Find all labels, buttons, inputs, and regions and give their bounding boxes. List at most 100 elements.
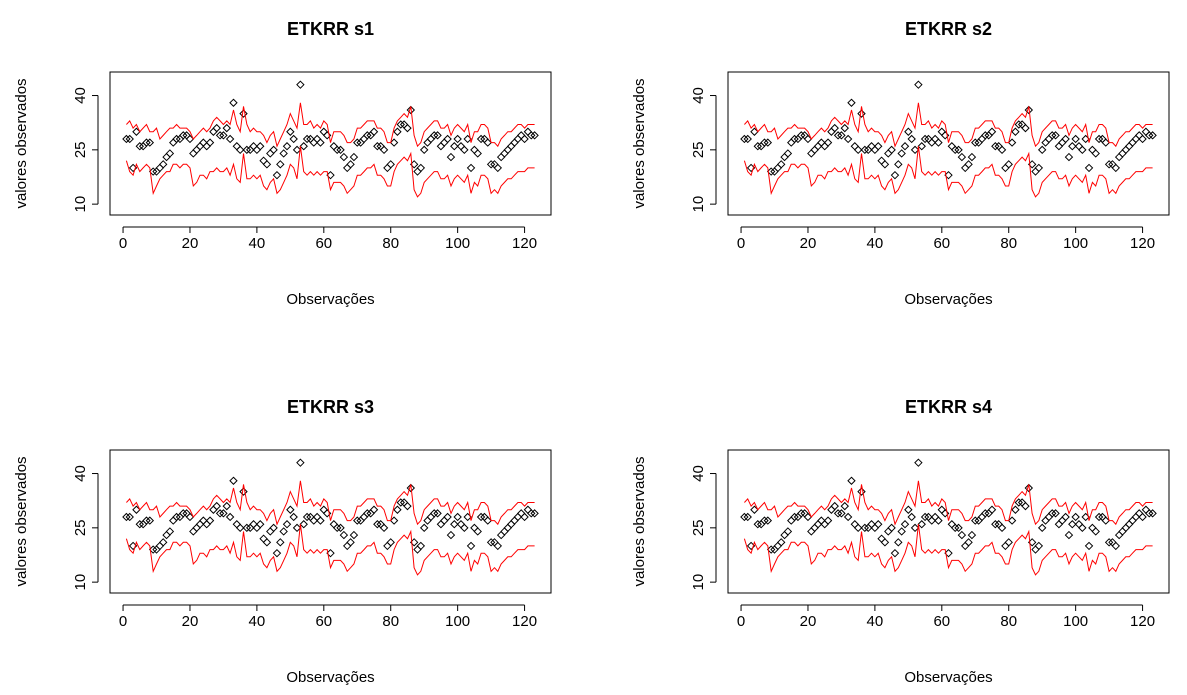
data-point (961, 541, 970, 551)
data-point (229, 476, 238, 485)
series-line (126, 102, 535, 148)
data-point (867, 142, 876, 151)
data-point (292, 145, 302, 155)
data-point (396, 120, 405, 129)
data-point (904, 127, 913, 136)
data-point (393, 127, 402, 136)
data-point (1145, 131, 1154, 140)
x-tick-label: 100 (445, 613, 470, 630)
y-tick-label: 10 (72, 574, 89, 591)
x-tick-label: 80 (1000, 613, 1017, 630)
data-point (743, 134, 752, 144)
data-point (753, 520, 762, 529)
data-point (242, 523, 252, 533)
data-point (279, 527, 288, 536)
data-point (1141, 505, 1151, 514)
data-point (1111, 163, 1121, 173)
data-point (195, 142, 205, 151)
x-axis-label: Observações (286, 291, 374, 308)
data-point (393, 505, 402, 514)
data-point (927, 138, 936, 147)
data-point (884, 527, 893, 536)
data-point (1124, 520, 1134, 529)
data-point (877, 156, 886, 165)
data-point (162, 152, 171, 162)
data-point (766, 167, 776, 176)
data-point (155, 163, 165, 173)
data-point (406, 105, 416, 115)
data-point (312, 134, 322, 144)
data-point (987, 127, 997, 136)
x-tick-label: 100 (1063, 613, 1088, 630)
data-point (299, 520, 308, 529)
data-point (957, 530, 967, 540)
data-point (1121, 145, 1131, 155)
data-point (252, 523, 262, 533)
data-point (205, 516, 215, 525)
data-point (991, 142, 1000, 151)
data-point (874, 520, 883, 529)
data-point (787, 516, 796, 525)
data-point (890, 548, 900, 558)
data-point (336, 145, 345, 155)
data-point (827, 127, 836, 136)
data-point (262, 538, 272, 547)
data-point (1064, 530, 1074, 540)
data-point (827, 505, 836, 514)
data-point (319, 505, 329, 514)
data-point (776, 538, 786, 547)
data-point (262, 160, 272, 169)
data-point (530, 131, 539, 140)
data-point (860, 145, 870, 155)
data-point (1007, 138, 1017, 147)
data-point (242, 145, 252, 155)
data-point (523, 127, 533, 136)
data-point (950, 523, 960, 533)
data-point (897, 527, 906, 536)
data-point (302, 134, 312, 144)
data-point (870, 523, 880, 533)
data-point (279, 149, 288, 158)
data-point (162, 530, 171, 540)
data-point (302, 512, 312, 522)
data-point (460, 145, 469, 155)
data-point (483, 138, 492, 147)
data-point (349, 152, 359, 162)
data-point (894, 538, 903, 547)
data-point (222, 501, 231, 511)
data-point (847, 98, 856, 107)
data-point (940, 131, 950, 140)
data-point (766, 545, 776, 554)
data-point (403, 501, 412, 511)
data-point (443, 134, 452, 144)
data-point (470, 145, 479, 155)
data-point (1001, 541, 1010, 551)
data-point (517, 509, 526, 518)
data-point (426, 512, 436, 522)
data-point (513, 512, 523, 522)
data-point (202, 142, 211, 151)
data-point (272, 548, 282, 558)
data-point (1007, 516, 1017, 525)
data-point (900, 520, 910, 529)
x-axis-label: Observações (904, 291, 992, 308)
data-point (329, 520, 339, 529)
data-point (423, 138, 432, 147)
data-point (349, 530, 359, 540)
y-axis-label: valores observados (631, 78, 648, 208)
data-point (1014, 120, 1023, 129)
x-tick-label: 0 (119, 613, 127, 630)
data-point (954, 145, 963, 155)
data-point (1135, 509, 1144, 518)
data-point (165, 149, 175, 158)
data-point (496, 152, 506, 162)
x-tick-label: 60 (315, 613, 332, 630)
data-point (1078, 523, 1087, 533)
data-point (225, 512, 235, 522)
data-point (266, 527, 275, 536)
data-point (1021, 501, 1030, 511)
data-point (419, 145, 429, 155)
panel: ETKRR s2 Observações valores observados 0 20… (631, 19, 1170, 308)
data-point (817, 516, 826, 525)
